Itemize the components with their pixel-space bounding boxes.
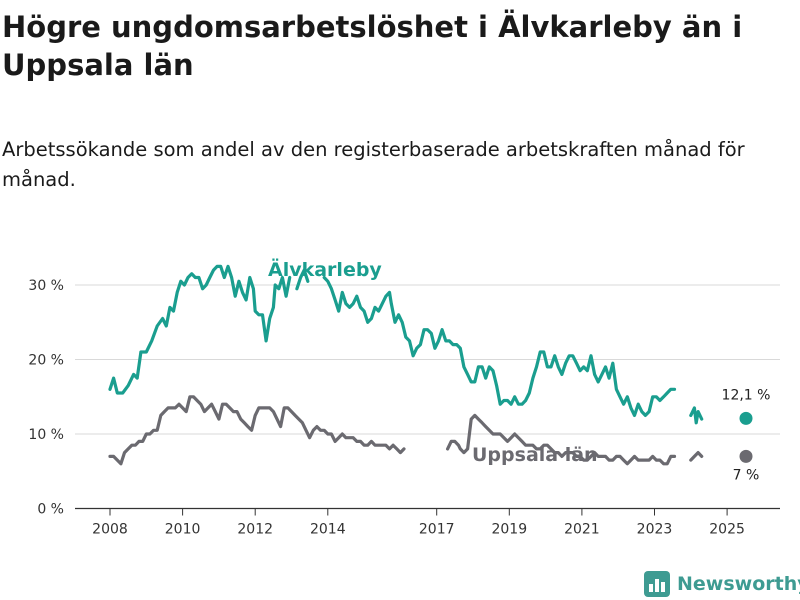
y-tick-label: 0 %: [37, 502, 64, 518]
chart-title: Högre ungdomsarbetslöshet i Älvkarleby ä…: [2, 10, 743, 82]
y-axis: 0 % 10 % 20 % 30 %: [28, 278, 64, 518]
end-marker-alvkarleby: [739, 411, 753, 425]
newsworthy-logo: Newsworthy: [644, 568, 800, 600]
x-tick-label: 2023: [637, 522, 673, 538]
series-line-alvkarleby: [689, 406, 704, 425]
series-label-alvkarleby: Älvkarleby: [268, 257, 382, 281]
x-tick-label: 2008: [92, 522, 128, 538]
end-value-label-uppsala-lan: 7 %: [733, 467, 760, 483]
x-tick-label: 2010: [165, 522, 201, 538]
brand-name: Newsworthy: [677, 573, 800, 595]
series-label-uppsala-lan: Uppsala län: [472, 444, 598, 466]
x-tick-label: 2019: [491, 522, 527, 538]
x-tick-label: 2017: [419, 522, 455, 538]
x-tick-label: 2014: [310, 522, 346, 538]
y-tick-label: 30 %: [28, 278, 64, 294]
end-value-label-alvkarleby: 12,1 %: [722, 387, 771, 403]
series-labels: Älvkarleby Uppsala län 12,1 % 7 %: [268, 257, 770, 483]
series-line-uppsala-lan: [446, 413, 677, 466]
gridlines: [75, 284, 780, 510]
x-tick-label: 2021: [564, 522, 600, 538]
y-tick-label: 20 %: [28, 353, 64, 369]
chart-subtitle: Arbetssökande som andel av den registerb…: [2, 138, 745, 191]
series-lines: [108, 264, 704, 466]
series-line-uppsala-lan: [689, 451, 704, 462]
y-tick-label: 10 %: [28, 427, 64, 443]
end-marker-uppsala-lan: [739, 449, 753, 463]
series-line-alvkarleby: [295, 268, 310, 291]
series-line-alvkarleby: [108, 264, 292, 395]
x-tick-label: 2012: [237, 522, 273, 538]
bar-chart-icon: [644, 571, 670, 597]
series-line-alvkarleby: [322, 275, 677, 417]
x-axis: 2008 2010 2012 2014 2017 2019 2021 2023 2025: [92, 508, 745, 538]
x-tick-label: 2025: [709, 522, 745, 538]
series-line-uppsala-lan: [108, 395, 406, 466]
